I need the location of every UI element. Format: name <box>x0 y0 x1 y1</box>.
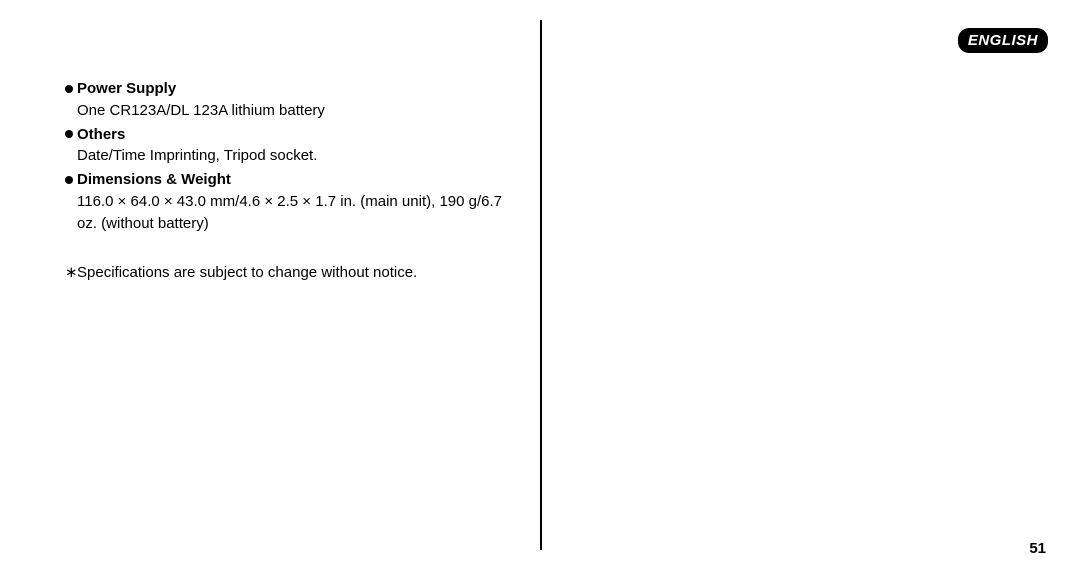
spec-body: 116.0 × 64.0 × 43.0 mm/4.6 × 2.5 × 1.7 i… <box>65 191 520 235</box>
language-badge-label: ENGLISH <box>968 32 1038 49</box>
spec-heading-text: Dimensions & Weight <box>77 169 231 191</box>
spec-heading: Others <box>65 124 520 146</box>
note-text: Specifications are subject to change wit… <box>77 262 417 284</box>
language-badge: ENGLISH <box>958 28 1048 53</box>
bullet-icon <box>65 85 73 93</box>
manual-page: ENGLISH Power Supply One CR123A/DL 123A … <box>0 0 1080 579</box>
spec-item-power-supply: Power Supply One CR123A/DL 123A lithium … <box>65 78 520 122</box>
spec-heading-text: Power Supply <box>77 78 176 100</box>
spec-heading: Power Supply <box>65 78 520 100</box>
spec-heading: Dimensions & Weight <box>65 169 520 191</box>
note-asterisk: ∗ <box>65 262 77 284</box>
spec-heading-text: Others <box>77 124 125 146</box>
spec-item-dimensions-weight: Dimensions & Weight 116.0 × 64.0 × 43.0 … <box>65 169 520 234</box>
bullet-icon <box>65 130 73 138</box>
column-divider <box>540 20 542 550</box>
spec-note: ∗ Specifications are subject to change w… <box>65 262 520 284</box>
spec-body: One CR123A/DL 123A lithium battery <box>65 100 520 122</box>
specs-column: Power Supply One CR123A/DL 123A lithium … <box>65 78 520 284</box>
bullet-icon <box>65 176 73 184</box>
page-number: 51 <box>1029 540 1046 557</box>
spec-body: Date/Time Imprinting, Tripod socket. <box>65 145 520 167</box>
spec-item-others: Others Date/Time Imprinting, Tripod sock… <box>65 124 520 168</box>
